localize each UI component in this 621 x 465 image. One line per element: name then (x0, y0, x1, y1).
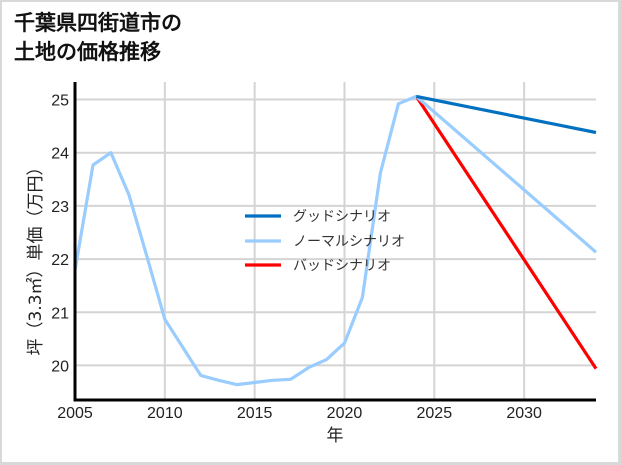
y-tick-label: 24 (51, 146, 69, 163)
y-tick-label: 23 (51, 199, 69, 216)
chart-title-line-2: 土地の価格推移 (14, 40, 161, 64)
series-line-1 (73, 94, 598, 387)
legend-label-1: ノーマルシナリオ (293, 234, 405, 250)
legend-label-0: グッドシナリオ (293, 209, 391, 225)
series-line-0 (415, 94, 597, 135)
legend-label-2: バッドシナリオ (293, 258, 391, 274)
chart-title: 千葉県四街道市の 土地の価格推移 (14, 9, 182, 67)
series-line-2 (414, 95, 598, 370)
tick-labels: 2005 2010 2015 2020 2025 2030 20 21 22 23 24 25 (51, 93, 542, 422)
y-tick-label: 25 (51, 93, 69, 110)
x-tick-label: 2020 (327, 405, 363, 422)
x-tick-label: 2010 (147, 405, 183, 422)
x-tick-label: 2015 (237, 405, 273, 422)
x-tick-label: 2025 (417, 405, 453, 422)
x-tick-label: 2030 (506, 405, 542, 422)
y-axis-label: 坪（3.3㎡）単価（万円） (26, 158, 46, 355)
axes (73, 82, 596, 402)
y-tick-label: 22 (51, 252, 69, 269)
series-lines (73, 94, 598, 387)
x-axis-label: 年 (327, 426, 344, 446)
y-tick-label: 20 (51, 358, 69, 375)
y-tick-label: 21 (51, 305, 69, 322)
x-tick-label: 2005 (57, 405, 93, 422)
chart-title-line-1: 千葉県四街道市の (14, 11, 182, 35)
